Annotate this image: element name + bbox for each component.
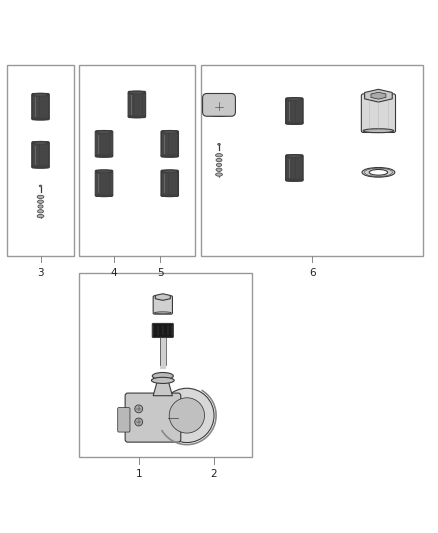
Text: 4: 4 xyxy=(110,268,117,278)
Ellipse shape xyxy=(95,193,113,197)
Ellipse shape xyxy=(38,209,43,213)
Polygon shape xyxy=(371,92,386,99)
Polygon shape xyxy=(364,90,392,102)
Ellipse shape xyxy=(39,185,42,187)
Ellipse shape xyxy=(216,163,222,167)
Ellipse shape xyxy=(162,170,177,173)
Ellipse shape xyxy=(38,205,43,208)
Ellipse shape xyxy=(161,193,178,197)
Ellipse shape xyxy=(96,170,112,173)
FancyBboxPatch shape xyxy=(125,393,181,442)
FancyBboxPatch shape xyxy=(286,155,303,181)
FancyBboxPatch shape xyxy=(32,142,49,168)
Ellipse shape xyxy=(95,154,113,157)
Ellipse shape xyxy=(203,106,235,117)
Ellipse shape xyxy=(218,143,220,145)
Circle shape xyxy=(135,418,143,426)
Polygon shape xyxy=(153,381,173,395)
Ellipse shape xyxy=(363,129,394,133)
Circle shape xyxy=(135,405,143,413)
Ellipse shape xyxy=(152,373,173,379)
Bar xyxy=(160,336,166,369)
FancyBboxPatch shape xyxy=(202,93,236,116)
FancyBboxPatch shape xyxy=(152,324,173,337)
Ellipse shape xyxy=(362,167,395,177)
FancyBboxPatch shape xyxy=(153,296,173,314)
Ellipse shape xyxy=(32,117,49,120)
Text: 2: 2 xyxy=(211,469,217,479)
Bar xyxy=(7,65,74,255)
Bar xyxy=(79,65,195,255)
FancyBboxPatch shape xyxy=(95,131,113,157)
Bar xyxy=(201,65,423,255)
Ellipse shape xyxy=(286,155,302,158)
Ellipse shape xyxy=(162,131,177,134)
Bar xyxy=(79,273,252,457)
Circle shape xyxy=(160,388,214,442)
Ellipse shape xyxy=(215,154,223,157)
Ellipse shape xyxy=(32,165,49,168)
FancyBboxPatch shape xyxy=(161,131,178,157)
Ellipse shape xyxy=(216,158,222,161)
Ellipse shape xyxy=(369,169,388,175)
Text: 6: 6 xyxy=(309,268,315,278)
Text: 3: 3 xyxy=(37,268,44,278)
Ellipse shape xyxy=(129,91,145,94)
Ellipse shape xyxy=(96,131,112,134)
Ellipse shape xyxy=(152,377,174,383)
Polygon shape xyxy=(155,294,170,300)
FancyBboxPatch shape xyxy=(95,170,113,197)
Ellipse shape xyxy=(161,154,178,157)
FancyBboxPatch shape xyxy=(128,91,145,118)
FancyBboxPatch shape xyxy=(118,408,130,432)
Ellipse shape xyxy=(37,214,44,218)
Ellipse shape xyxy=(215,173,223,176)
FancyBboxPatch shape xyxy=(361,94,396,133)
FancyBboxPatch shape xyxy=(161,170,178,197)
Ellipse shape xyxy=(33,93,48,96)
Ellipse shape xyxy=(33,141,48,144)
FancyBboxPatch shape xyxy=(286,98,303,124)
Circle shape xyxy=(169,398,205,433)
Ellipse shape xyxy=(38,200,43,204)
Ellipse shape xyxy=(286,98,302,101)
Ellipse shape xyxy=(37,195,44,199)
Ellipse shape xyxy=(286,178,303,181)
Ellipse shape xyxy=(216,168,222,172)
Ellipse shape xyxy=(128,115,145,118)
Text: 1: 1 xyxy=(136,469,143,479)
Ellipse shape xyxy=(155,312,171,314)
Ellipse shape xyxy=(286,122,303,124)
FancyBboxPatch shape xyxy=(32,93,49,120)
Text: 5: 5 xyxy=(157,268,163,278)
